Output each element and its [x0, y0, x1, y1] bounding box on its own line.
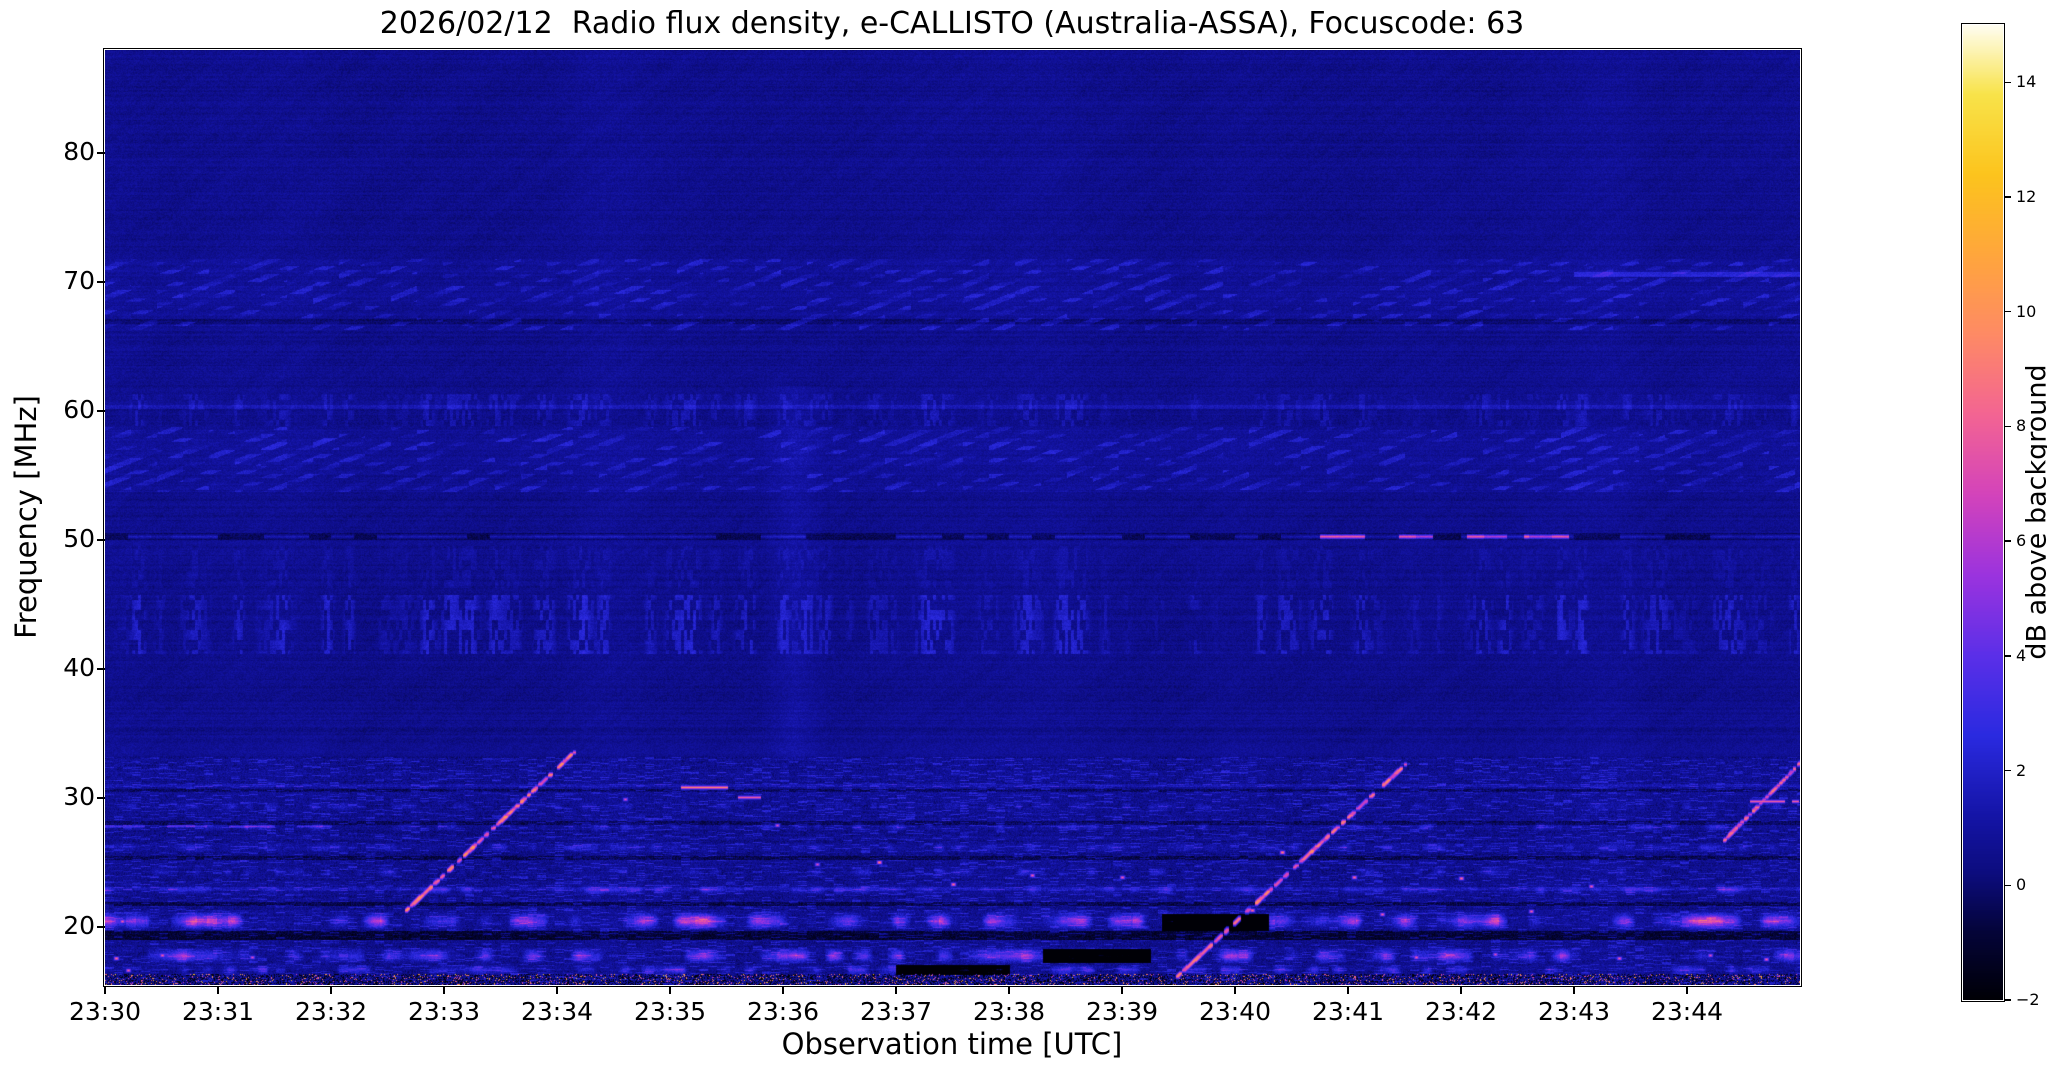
y-tick-mark	[97, 281, 105, 283]
y-tick-label: 20	[63, 910, 95, 940]
x-tick-label: 23:43	[1537, 997, 1611, 1026]
chart-title: 2026/02/12 Radio flux density, e-CALLIST…	[379, 6, 1525, 41]
x-tick-label: 23:31	[181, 997, 255, 1026]
y-tick-label: 70	[63, 266, 95, 296]
y-tick-mark	[97, 926, 105, 928]
y-tick-mark	[97, 410, 105, 412]
x-tick-mark	[1008, 986, 1010, 994]
colorbar-tick-mark	[2004, 540, 2011, 542]
x-tick-mark	[1686, 986, 1688, 994]
colorbar-tick-mark	[2004, 311, 2011, 313]
x-tick-mark	[556, 986, 558, 994]
colorbar-tick-label: 4	[2016, 645, 2027, 665]
x-tick-label: 23:36	[746, 997, 820, 1026]
x-tick-mark	[669, 986, 671, 994]
x-tick-mark	[1347, 986, 1349, 994]
colorbar-tick-mark	[2004, 999, 2011, 1001]
y-tick-mark	[97, 797, 105, 799]
x-tick-label: 23:41	[1311, 997, 1385, 1026]
y-tick-mark	[97, 539, 105, 541]
x-tick-mark	[104, 986, 106, 994]
colorbar-tick-label: −2	[2016, 990, 2040, 1009]
colorbar-tick-label: 10	[2016, 301, 2037, 321]
colorbar	[1963, 25, 2003, 1000]
x-tick-mark	[330, 986, 332, 994]
x-tick-label: 23:38	[972, 997, 1046, 1026]
colorbar-label: dB above background	[2021, 364, 2047, 660]
x-tick-mark	[217, 986, 219, 994]
y-tick-label: 50	[63, 524, 95, 554]
x-tick-mark	[1573, 986, 1575, 994]
colorbar-tick-label: 6	[2016, 531, 2027, 551]
colorbar-tick-mark	[2004, 196, 2011, 198]
x-tick-label: 23:42	[1424, 997, 1498, 1026]
x-tick-mark	[443, 986, 445, 994]
colorbar-tick-mark	[2004, 425, 2011, 428]
y-tick-mark	[97, 668, 105, 670]
x-tick-label: 23:44	[1650, 997, 1724, 1026]
x-tick-mark	[895, 986, 897, 994]
x-tick-mark	[782, 986, 784, 994]
x-tick-label: 23:37	[859, 997, 933, 1026]
x-tick-mark	[1121, 986, 1123, 994]
colorbar-tick-label: 12	[2016, 187, 2037, 207]
colorbar-tick-label: 14	[2016, 72, 2037, 92]
colorbar-tick-label: 2	[2016, 760, 2027, 780]
y-axis-label: Frequency [MHz]	[9, 395, 43, 639]
x-tick-label: 23:40	[1198, 997, 1272, 1026]
colorbar-tick-label: 8	[2016, 416, 2027, 436]
colorbar-tick-mark	[2004, 655, 2011, 657]
x-tick-label: 23:39	[1085, 997, 1159, 1026]
colorbar-tick-mark	[2004, 884, 2011, 886]
colorbar-tick-label: 0	[2016, 875, 2027, 895]
x-tick-label: 23:33	[407, 997, 481, 1026]
spectrogram-plot	[105, 50, 1800, 985]
x-axis-label: Observation time [UTC]	[781, 1027, 1123, 1061]
y-tick-mark	[97, 152, 105, 154]
colorbar-tick-mark	[2004, 81, 2011, 84]
x-tick-label: 23:34	[520, 997, 594, 1026]
x-tick-label: 23:35	[633, 997, 707, 1026]
x-tick-label: 23:32	[294, 997, 368, 1026]
y-tick-label: 80	[63, 137, 95, 167]
colorbar-tick-mark	[2004, 769, 2011, 772]
y-tick-label: 40	[63, 653, 95, 683]
x-tick-mark	[1460, 986, 1462, 994]
x-tick-mark	[1234, 986, 1236, 994]
y-tick-label: 60	[63, 395, 95, 425]
x-tick-label: 23:30	[68, 997, 142, 1026]
y-tick-label: 30	[63, 782, 95, 811]
